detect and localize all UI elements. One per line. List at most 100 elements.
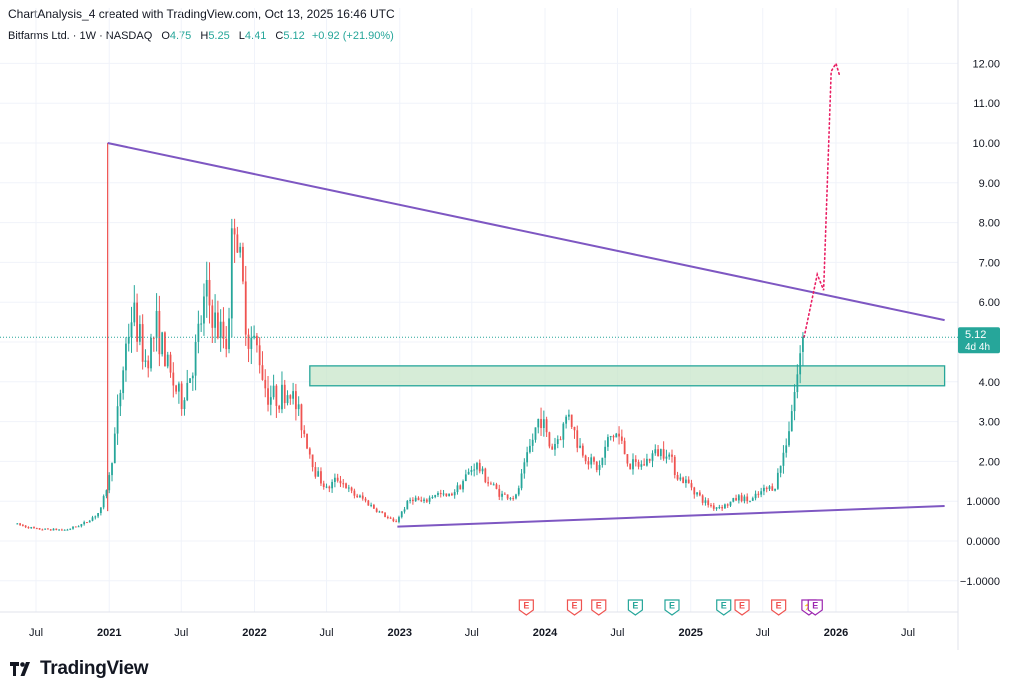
- earnings-event-marker[interactable]: E: [591, 599, 607, 616]
- time-axis[interactable]: Jul 2021 Jul 2022 Jul 2023 Jul 2024 Jul 2025 Jul 20…: [29, 627, 915, 639]
- candle-body: [41, 529, 44, 531]
- candle-body: [671, 454, 673, 457]
- candle-body: [425, 499, 428, 502]
- candle-body: [598, 464, 601, 470]
- event-marker-shape: [518, 599, 534, 616]
- candle-body: [682, 477, 685, 484]
- candle-body: [395, 521, 398, 523]
- earnings-event-marker[interactable]: E: [716, 599, 732, 616]
- earnings-event-marker[interactable]: E: [566, 599, 583, 616]
- candle-body: [626, 454, 629, 464]
- earnings-event-marker[interactable]: E: [807, 599, 823, 616]
- candle-body: [470, 469, 473, 472]
- event-marker-label: E: [721, 601, 727, 611]
- candle-body: [278, 405, 281, 410]
- candle-body: [267, 388, 269, 405]
- candle-body: [230, 228, 233, 319]
- candle-body: [406, 500, 409, 510]
- candle-body: [542, 419, 545, 429]
- candle-body: [30, 527, 33, 529]
- candle-body: [80, 524, 83, 527]
- candles: [16, 143, 804, 531]
- candle-body: [409, 499, 412, 501]
- projection-path: [803, 61, 841, 339]
- earnings-event-marker[interactable]: E: [771, 599, 787, 616]
- candle-body: [130, 322, 133, 338]
- candle-body: [710, 505, 712, 507]
- candle-body: [540, 418, 542, 429]
- support-zone[interactable]: [309, 365, 946, 387]
- candle-body: [512, 498, 515, 500]
- earnings-event-marker[interactable]: E: [518, 599, 534, 616]
- event-marker-shape: [807, 599, 823, 616]
- candle-body: [623, 440, 626, 455]
- time-tick-label: 2025: [678, 627, 702, 639]
- tradingview-logo[interactable]: TradingView: [10, 658, 149, 680]
- price-axis[interactable]: 12.0011.0010.009.008.007.006.005.004.003…: [960, 58, 1000, 587]
- candle-body: [33, 527, 35, 529]
- candle-body: [55, 528, 58, 530]
- candle-body: [116, 406, 119, 434]
- candle-body: [225, 338, 228, 350]
- candle-body: [228, 318, 230, 350]
- time-tick-label: 2021: [97, 627, 121, 639]
- candle-body: [448, 493, 451, 496]
- candle-body: [384, 512, 386, 517]
- candle-body: [108, 475, 111, 491]
- candle-body: [740, 495, 743, 502]
- candle-body: [411, 499, 414, 502]
- candle-body: [381, 511, 384, 513]
- candle-body: [172, 372, 175, 386]
- candle-body: [169, 354, 172, 373]
- event-marker-shape: [771, 599, 787, 616]
- candle-body: [403, 509, 406, 512]
- candle-body: [634, 459, 637, 462]
- candle-body: [464, 474, 467, 482]
- candle-body: [556, 439, 559, 444]
- price-chart[interactable]: 12.0011.0010.009.008.007.006.005.004.003…: [0, 0, 1024, 650]
- candle-body: [38, 528, 41, 530]
- candle-body: [328, 486, 331, 489]
- countdown-value: 4d 4h: [965, 342, 990, 353]
- candle-body: [495, 484, 498, 489]
- candle-body: [587, 461, 590, 465]
- candle-body: [350, 487, 353, 491]
- candle-body: [531, 439, 534, 446]
- candle-body: [155, 310, 158, 339]
- candle-body: [375, 508, 378, 512]
- candle-body: [618, 433, 620, 437]
- trendlines[interactable]: [107, 142, 945, 528]
- price-tick-label: 0.0000: [966, 536, 1000, 548]
- candle-body: [685, 479, 687, 484]
- candle-body: [158, 310, 161, 355]
- earnings-event-marker[interactable]: E: [664, 599, 680, 616]
- candle-body: [94, 516, 97, 518]
- candle-body: [186, 382, 189, 401]
- candle-body: [712, 505, 715, 509]
- candle-body: [517, 488, 520, 495]
- candle-body: [771, 486, 774, 491]
- symbol-legend: Bitfarms Ltd. · 1W · NASDAQ O4.75 H5.25 …: [8, 30, 394, 42]
- candle-body: [481, 468, 484, 472]
- candle-body: [161, 332, 164, 355]
- candle-body: [503, 493, 506, 495]
- candle-body: [242, 246, 244, 282]
- price-tick-label: 8.00: [979, 218, 1000, 230]
- candle-body: [760, 491, 763, 495]
- earnings-event-marker[interactable]: E: [734, 599, 750, 616]
- candle-body: [721, 507, 724, 509]
- candle-body: [359, 495, 361, 498]
- time-tick-label: 2024: [533, 627, 558, 639]
- candle-body: [498, 488, 501, 497]
- low-value: 4.41: [244, 30, 267, 42]
- high-value: 5.25: [208, 30, 230, 42]
- candle-body: [763, 487, 765, 492]
- candle-body: [27, 527, 30, 529]
- tradingview-logo-icon: [10, 662, 30, 676]
- candle-body: [281, 384, 283, 410]
- logo-text: TradingView: [40, 658, 149, 679]
- earnings-event-marker[interactable]: E: [627, 599, 643, 616]
- support-zone-rect: [309, 365, 946, 387]
- candle-body: [314, 467, 317, 477]
